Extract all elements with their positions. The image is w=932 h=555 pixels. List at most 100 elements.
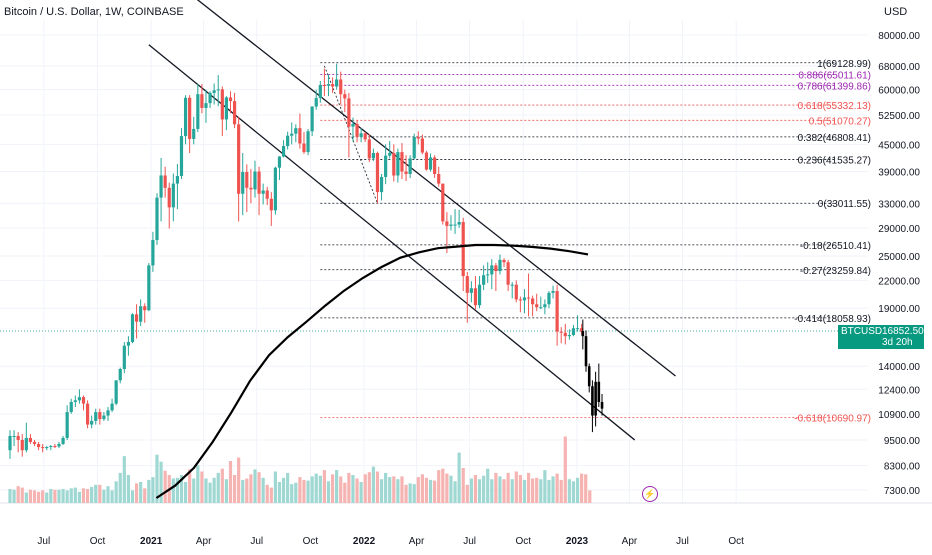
candle-body [192,128,196,139]
projection-body [581,331,585,337]
candle-body [375,152,380,193]
candle-body [90,420,94,425]
y-tick-label: 39000.00 [878,168,920,179]
candle-body [457,222,461,225]
candle-body [482,275,486,285]
volume-bar [249,474,253,503]
candle-body [196,94,200,129]
candle-body [445,221,449,226]
fib-level-label: 0.618(55332.13) [798,101,871,112]
candle-body [167,187,171,208]
candle-body [547,292,551,305]
candle-body [465,276,469,293]
candle-body [232,101,237,125]
volume-bar [294,482,298,503]
candle-body [159,175,163,198]
volume-bar [175,477,180,503]
projection-body [587,366,591,387]
candle-body [98,412,102,420]
volume-bar [114,481,118,503]
volume-bar [261,477,265,503]
volume-bar [588,490,592,503]
volume-bar [110,490,114,503]
volume-bar [179,475,184,503]
candle-body [12,435,16,437]
candle-body [371,152,375,159]
volume-bar [77,491,82,503]
fib-level-label: -0.18(26510.41) [800,241,871,252]
candle-body [506,262,510,285]
volume-bar [400,476,404,503]
x-tick-label: Jul [37,536,50,547]
volume-bar [310,476,314,503]
candle-body [81,397,86,404]
volume-bar [351,475,355,503]
candle-body [400,152,404,172]
x-tick-label: 2023 [566,536,589,547]
candle-body [502,259,506,263]
candle-body [208,92,212,104]
volume-bar [188,469,192,503]
candle-body [563,332,567,337]
volume-bar [555,473,559,503]
candle-body [281,146,286,157]
x-tick-label: Oct [516,536,532,547]
channel-lower-trendline [148,44,636,441]
volume-bar [482,475,486,503]
candle-body [61,437,65,444]
candle-body [322,84,326,86]
candle-body [106,410,110,416]
volume-bar [281,477,286,503]
candle-body [404,171,408,174]
candle-body [94,412,98,421]
y-tick-label: 8300.00 [884,462,921,473]
candle-body [392,152,396,176]
candle-body [265,190,269,199]
chart-title: Bitcoin / U.S. Dollar, 1W, COINBASE [4,6,184,18]
candle-body [351,123,355,127]
fib-level-label: 0.886(65011.61) [798,70,871,81]
volume-bar [347,472,351,503]
candle-body [200,94,204,108]
volume-bar [143,488,147,503]
candle-body [306,131,310,153]
volume-bar [404,484,408,503]
candle-body [163,175,167,188]
candle-body [539,307,543,309]
candle-body [36,443,41,448]
lightning-icon[interactable]: ⚡ [642,486,658,502]
candle-body [559,331,563,333]
candle-body [273,167,277,211]
x-tick-label: Apr [196,536,212,547]
volume-bar [318,475,322,503]
x-tick-label: Apr [622,536,638,547]
volume-bar [90,486,94,503]
candle-body [183,97,188,137]
candle-body [134,314,139,322]
candle-body [261,190,265,194]
candle-body [294,128,298,134]
volume-bar [196,465,200,503]
volume-bar [12,489,16,503]
volume-bar [355,478,359,503]
volume-bar [102,489,106,503]
projection-body [600,401,604,409]
candle-body [416,136,420,139]
volume-bar [192,478,196,503]
x-tick-label: 2022 [353,536,376,547]
x-tick-label: Oct [728,536,744,547]
candle-body [412,136,416,159]
candle-body [298,128,302,144]
volume-bar [277,482,282,503]
candle-body [363,133,367,140]
candle-body [188,97,192,139]
volume-bar [388,477,392,503]
volume-bar [518,475,522,503]
candle-body [420,138,424,153]
candle-body [290,133,294,136]
candle-body [449,224,453,226]
volume-bar [531,478,535,503]
volume-bar [510,479,514,503]
candle-body [253,171,257,190]
